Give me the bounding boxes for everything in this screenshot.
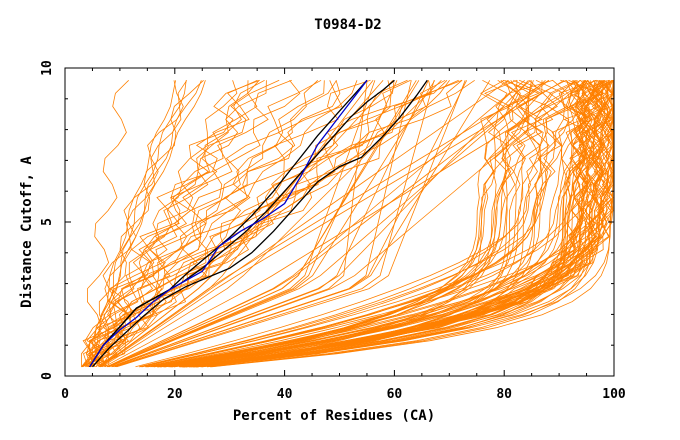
model-curve <box>112 80 368 368</box>
axis-ticks: 0 20 40 60 80 100 0 5 10 <box>40 60 626 402</box>
model-curve <box>139 80 573 368</box>
model-curve <box>112 79 586 368</box>
model-curve <box>81 80 301 368</box>
highlighted-model-curves <box>89 79 428 368</box>
x-axis-label: Percent of Residues (CA) <box>233 408 435 424</box>
model-curve <box>172 80 534 368</box>
background-model-curves <box>81 79 614 368</box>
model-curve <box>101 80 442 368</box>
model-curve <box>169 79 606 368</box>
model-curve <box>90 79 265 367</box>
model-curve <box>95 79 475 367</box>
model-curve <box>88 80 260 367</box>
model-curve <box>182 80 608 368</box>
model-curve <box>83 80 267 367</box>
model-curve <box>100 79 565 368</box>
model-curve <box>116 80 466 368</box>
model-curve <box>192 80 614 368</box>
model-curve <box>104 79 589 368</box>
highlight-series-4 <box>89 79 368 368</box>
model-curve <box>147 80 580 368</box>
model-curve <box>114 80 468 368</box>
model-curve <box>161 80 614 368</box>
model-curve <box>182 80 586 368</box>
model-curve <box>81 80 258 368</box>
model-curve <box>111 80 429 368</box>
model-curve <box>91 80 176 367</box>
model-curve <box>157 80 526 368</box>
model-curve <box>107 80 417 368</box>
model-curve <box>92 79 371 367</box>
model-curve <box>106 79 525 368</box>
x-tick-label: 100 <box>602 387 626 402</box>
model-curve <box>184 80 595 368</box>
chart-title: T0984-D2 <box>314 17 381 33</box>
model-curve <box>84 80 184 367</box>
x-tick-label: 20 <box>167 387 183 402</box>
model-curve <box>85 79 322 368</box>
model-curve <box>193 80 611 368</box>
model-curve <box>171 80 511 368</box>
model-curve <box>188 80 584 368</box>
x-tick-label: 60 <box>387 387 403 402</box>
x-tick-label: 0 <box>61 387 69 402</box>
model-curve <box>196 79 600 368</box>
model-curve <box>99 80 374 368</box>
model-curve <box>159 79 543 368</box>
x-tick-label: 40 <box>277 387 293 402</box>
model-curve <box>159 80 531 368</box>
y-tick-label: 0 <box>40 372 55 380</box>
model-curve <box>99 79 509 368</box>
model-curve <box>196 80 614 368</box>
model-curve <box>141 80 558 368</box>
model-curve <box>82 80 238 368</box>
model-curve <box>108 80 398 368</box>
model-curve <box>135 80 542 368</box>
model-curve <box>81 80 129 367</box>
model-curve <box>168 80 576 368</box>
y-axis-label: Distance Cutoff, A <box>19 156 35 308</box>
highlight-series-3 <box>92 79 428 368</box>
model-curve <box>139 79 565 368</box>
model-curve <box>187 80 614 368</box>
model-curve <box>108 80 436 368</box>
model-curve <box>182 79 554 368</box>
model-curve <box>157 79 508 368</box>
model-curve <box>182 80 589 368</box>
y-tick-label: 10 <box>40 60 55 76</box>
model-curve <box>201 80 614 368</box>
x-tick-label: 80 <box>496 387 512 402</box>
y-tick-label: 5 <box>40 218 55 226</box>
model-curve <box>90 80 206 367</box>
model-curve <box>171 79 578 368</box>
model-curve <box>109 79 546 368</box>
model-curve <box>81 80 343 368</box>
model-curve <box>190 80 604 368</box>
model-curve <box>82 79 260 368</box>
highlight-series-2 <box>89 79 395 368</box>
